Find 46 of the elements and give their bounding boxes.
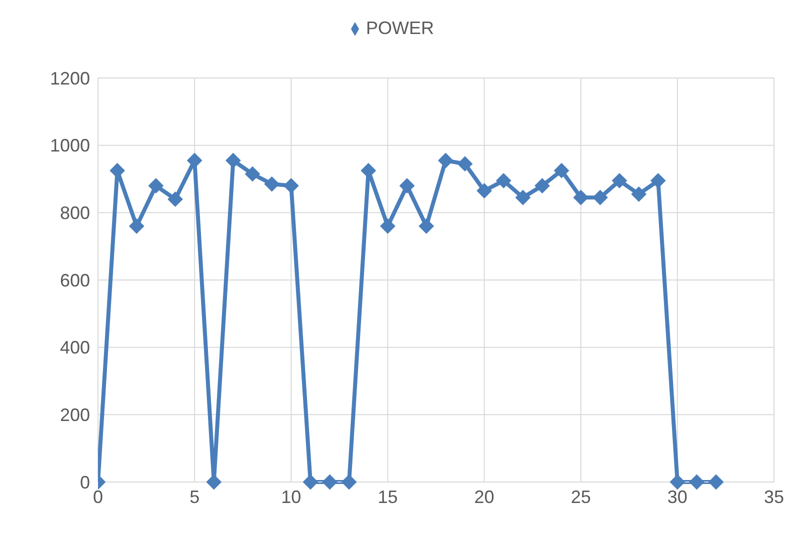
point bbox=[168, 192, 183, 207]
x-tick-label: 15 bbox=[378, 486, 398, 507]
point bbox=[631, 186, 646, 202]
x-tick-label: 0 bbox=[92, 486, 104, 507]
point bbox=[322, 474, 338, 490]
point bbox=[187, 152, 202, 168]
point bbox=[400, 178, 415, 194]
point bbox=[418, 218, 434, 234]
x-tick-label: 10 bbox=[281, 486, 302, 507]
point bbox=[206, 474, 222, 490]
point bbox=[476, 183, 492, 198]
point bbox=[554, 163, 570, 178]
point bbox=[148, 178, 164, 194]
point bbox=[302, 474, 318, 490]
point bbox=[650, 173, 666, 188]
point bbox=[534, 178, 550, 194]
point bbox=[496, 173, 512, 188]
point bbox=[515, 190, 530, 206]
x-tick-label: 25 bbox=[570, 486, 591, 507]
legend-label: POWER bbox=[366, 18, 434, 38]
y-tick-label: 400 bbox=[60, 338, 90, 358]
y-tick-label: 0 bbox=[80, 472, 90, 492]
point bbox=[438, 152, 454, 168]
point bbox=[457, 156, 472, 172]
y-tick-label: 1000 bbox=[50, 136, 90, 156]
point bbox=[129, 218, 144, 234]
y-tick-label: 1200 bbox=[50, 68, 90, 88]
x-tick-label: 30 bbox=[667, 486, 688, 507]
y-tick-label: 200 bbox=[60, 405, 90, 426]
point bbox=[245, 166, 260, 182]
x-tick-label: 20 bbox=[474, 486, 494, 507]
point bbox=[573, 190, 588, 206]
point bbox=[264, 176, 280, 192]
x-tick-label: 5 bbox=[190, 486, 200, 507]
point bbox=[670, 474, 685, 490]
point bbox=[689, 474, 704, 490]
point bbox=[380, 218, 396, 234]
point bbox=[592, 190, 608, 206]
x-tick-label: 35 bbox=[764, 486, 784, 507]
y-tick-label: 600 bbox=[60, 270, 90, 290]
point bbox=[284, 178, 299, 194]
point bbox=[612, 173, 627, 188]
point bbox=[226, 152, 241, 168]
point bbox=[342, 474, 357, 490]
y-tick-label: 800 bbox=[60, 203, 90, 224]
point bbox=[708, 474, 724, 490]
